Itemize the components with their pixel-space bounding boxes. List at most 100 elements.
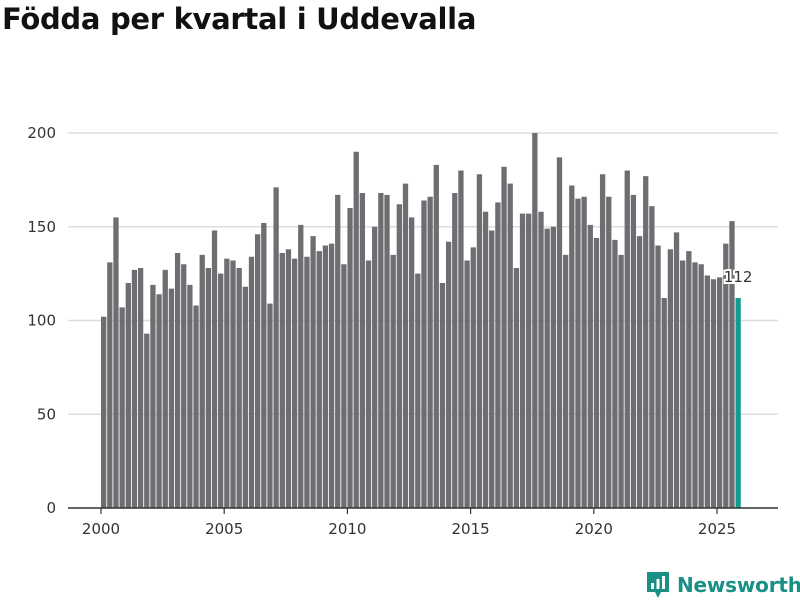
bar xyxy=(538,211,544,508)
x-tick-label: 2000 xyxy=(82,520,120,538)
bar xyxy=(261,223,267,508)
bar xyxy=(550,226,556,508)
bar xyxy=(162,269,168,508)
bar xyxy=(267,303,273,508)
bar xyxy=(587,224,593,508)
chart-title: Födda per kvartal i Uddevalla xyxy=(2,2,477,36)
bar xyxy=(248,256,255,508)
bar xyxy=(464,260,470,508)
bar xyxy=(242,286,248,508)
bar xyxy=(396,204,402,508)
bar xyxy=(199,254,205,508)
bar xyxy=(686,251,692,508)
bar xyxy=(341,264,347,508)
bar xyxy=(667,249,674,508)
bar xyxy=(156,294,162,508)
bar xyxy=(575,198,581,508)
bar xyxy=(427,196,433,508)
bar xyxy=(507,183,513,508)
bar xyxy=(439,283,446,508)
bar xyxy=(144,333,150,508)
x-tick-label: 2010 xyxy=(328,520,366,538)
bar xyxy=(636,236,643,508)
bar xyxy=(495,202,501,508)
y-axis-ticks: 0 50 100 150 200 xyxy=(27,124,56,517)
bar xyxy=(187,284,193,508)
bar xyxy=(328,243,335,508)
bar xyxy=(372,226,378,508)
bar xyxy=(433,164,439,508)
bar xyxy=(316,251,322,508)
bar xyxy=(569,185,575,508)
bar xyxy=(519,213,526,508)
brand-name: Newsworthy xyxy=(677,573,800,597)
bar xyxy=(359,193,366,508)
bar xyxy=(729,221,735,508)
bar xyxy=(335,194,341,508)
bar xyxy=(704,275,710,508)
bar xyxy=(310,236,316,508)
bar xyxy=(291,258,298,508)
bar xyxy=(211,230,218,508)
bar xyxy=(452,193,458,508)
bar xyxy=(513,268,520,508)
bar xyxy=(353,151,359,508)
bar xyxy=(723,243,729,508)
bar xyxy=(476,174,483,508)
bar xyxy=(131,269,138,508)
x-tick-label: 2020 xyxy=(575,520,613,538)
bar xyxy=(501,166,507,508)
x-tick-label: 2015 xyxy=(452,520,490,538)
bar xyxy=(581,196,587,508)
bar xyxy=(445,241,452,508)
bar xyxy=(599,174,606,508)
bar xyxy=(606,196,612,508)
bar xyxy=(304,256,310,508)
bar xyxy=(402,183,409,508)
y-tick-label: 150 xyxy=(27,218,56,236)
bar xyxy=(698,264,704,508)
bar xyxy=(113,217,119,508)
bar xyxy=(624,170,630,508)
y-tick-label: 0 xyxy=(46,499,56,517)
x-axis-ticks: 2000 2005 2010 2015 2020 2025 xyxy=(82,508,736,538)
bar xyxy=(285,249,292,508)
y-tick-label: 100 xyxy=(27,312,56,330)
bar xyxy=(101,316,107,508)
bar xyxy=(378,193,384,508)
bar xyxy=(365,260,372,508)
bar xyxy=(563,254,569,508)
x-tick-label: 2005 xyxy=(205,520,243,538)
bar xyxy=(119,307,125,508)
bar xyxy=(230,260,236,508)
bar xyxy=(181,264,187,508)
bar xyxy=(630,194,637,508)
bar xyxy=(421,200,427,508)
bar xyxy=(150,284,156,508)
bar xyxy=(415,273,421,508)
bar xyxy=(489,230,495,508)
bar xyxy=(673,232,680,508)
bar xyxy=(174,253,181,508)
bar xyxy=(661,298,667,508)
bar xyxy=(279,253,285,508)
bar xyxy=(470,247,476,508)
y-tick-label: 200 xyxy=(27,124,56,142)
bar xyxy=(710,279,717,508)
bar xyxy=(544,228,550,508)
bar xyxy=(125,283,131,508)
bar xyxy=(482,211,489,508)
newsworthy-logo-icon xyxy=(647,572,669,598)
bar xyxy=(680,260,686,508)
bar xyxy=(556,157,563,508)
bar xyxy=(593,238,600,508)
bar xyxy=(618,254,624,508)
bar xyxy=(193,305,199,508)
bar xyxy=(717,277,723,508)
bar xyxy=(107,262,113,508)
bar xyxy=(298,224,304,508)
bar xyxy=(224,258,230,508)
bar xyxy=(137,268,144,508)
bar xyxy=(409,217,415,508)
